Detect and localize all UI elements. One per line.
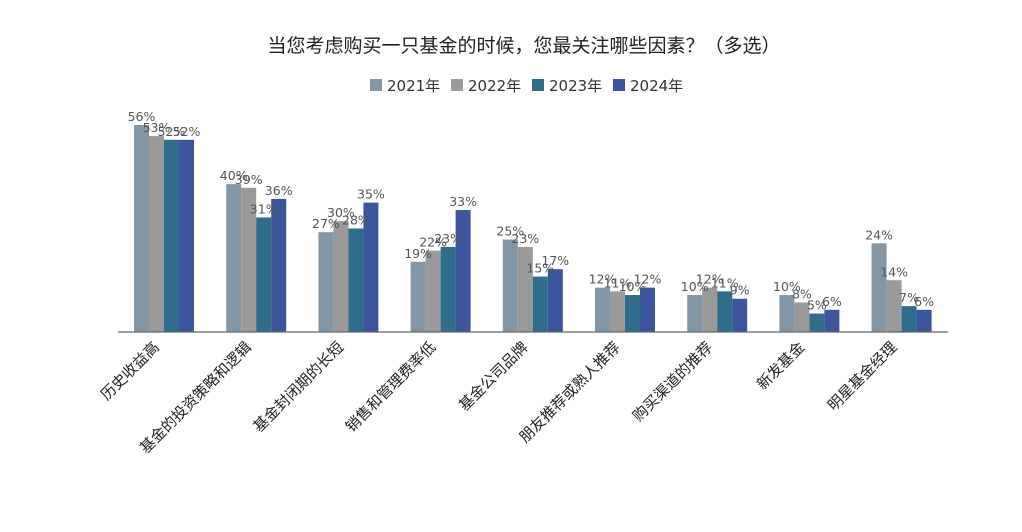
legend-swatch-4 [613, 79, 625, 91]
bar-4-3 [440, 246, 456, 332]
bar-8-4 [824, 309, 840, 332]
category-label-5: 基金公司品牌 [455, 338, 531, 414]
bar-3-4 [363, 202, 379, 332]
value-label-7-2: 12% [696, 272, 724, 287]
bar-5-3 [532, 276, 548, 332]
bar-6-3 [625, 295, 640, 332]
value-label-1-3: 52% [158, 124, 186, 139]
bar-2-4 [271, 198, 287, 332]
value-label-2-2: 39% [235, 172, 263, 187]
value-label-3-4: 35% [357, 187, 385, 202]
bar-5-1 [502, 239, 518, 332]
bar-5-2 [517, 246, 533, 332]
legend-label-3: 2023年 [549, 77, 602, 95]
value-label-9-3: 7% [899, 290, 919, 305]
bar-3-1 [318, 232, 334, 332]
value-label-5-1: 25% [496, 224, 524, 239]
legend-label-4: 2024年 [630, 77, 683, 95]
value-label-5-4: 17% [541, 253, 569, 268]
bar-1-1 [134, 125, 149, 332]
bar-4-2 [425, 250, 441, 332]
value-label-8-2: 8% [792, 286, 812, 301]
value-label-4-2: 22% [419, 235, 447, 250]
value-label-2-3: 31% [250, 201, 278, 216]
value-label-1-4: 52% [173, 124, 201, 139]
value-label-6-2: 11% [604, 275, 632, 290]
value-label-9-1: 24% [865, 227, 893, 242]
value-label-4-1: 19% [404, 246, 432, 261]
value-label-1-1: 56% [128, 109, 156, 124]
bar-1-4 [179, 139, 194, 332]
bar-2-1 [226, 184, 242, 332]
value-label-6-3: 10% [619, 279, 647, 294]
value-label-8-4: 6% [822, 294, 842, 309]
value-label-6-4: 12% [634, 272, 662, 287]
value-label-7-1: 10% [681, 279, 709, 294]
bar-6-1 [595, 287, 610, 332]
value-label-2-1: 40% [220, 168, 248, 183]
bar-1-2 [149, 136, 164, 332]
value-label-6-1: 12% [589, 272, 617, 287]
value-label-2-4: 36% [265, 183, 293, 198]
bar-8-1 [779, 295, 795, 332]
value-label-3-3: 28% [342, 213, 370, 228]
category-label-9: 明星基金经理 [824, 338, 900, 414]
value-labels-group: 56%53%52%52%40%39%31%36%27%30%28%35%19%2… [128, 109, 935, 313]
legend-swatch-1 [370, 79, 382, 91]
bars-group [134, 125, 932, 332]
bar-3-3 [348, 228, 364, 332]
value-label-1-2: 53% [143, 120, 171, 135]
bar-8-3 [809, 313, 825, 332]
category-label-8: 新发基金 [753, 338, 808, 393]
legend-swatch-3 [532, 79, 544, 91]
bar-1-3 [164, 139, 179, 332]
legend-swatch-2 [451, 79, 463, 91]
legend: 2021年 2022年 2023年 2024年 [370, 77, 683, 95]
value-label-7-4: 9% [730, 283, 750, 298]
bar-7-3 [717, 291, 733, 332]
value-label-5-2: 23% [511, 231, 539, 246]
bar-3-2 [333, 221, 349, 332]
value-label-9-4: 6% [914, 294, 934, 309]
chart-title: 当您考虑购买一只基金的时候，您最关注哪些因素？（多选） [267, 35, 780, 57]
category-label-4: 销售和管理费率低 [342, 338, 440, 436]
value-label-9-2: 14% [880, 264, 908, 279]
bar-7-1 [687, 295, 703, 332]
category-label-7: 购买渠道的推荐 [629, 338, 716, 425]
value-label-5-3: 15% [526, 261, 554, 276]
value-label-4-3: 23% [434, 231, 462, 246]
legend-label-1: 2021年 [387, 77, 440, 95]
category-label-1: 历史收益高 [97, 338, 163, 404]
bar-4-1 [410, 261, 426, 332]
bar-9-4 [916, 309, 932, 332]
bar-4-4 [455, 210, 471, 332]
bar-7-2 [702, 287, 718, 332]
legend-label-2: 2022年 [468, 77, 521, 95]
value-label-3-2: 30% [327, 205, 355, 220]
bar-9-2 [886, 280, 902, 332]
bar-9-3 [901, 306, 917, 332]
bar-6-4 [640, 287, 655, 332]
bar-6-2 [610, 291, 625, 332]
bar-2-2 [241, 187, 257, 332]
value-label-4-4: 33% [449, 194, 477, 209]
category-label-3: 基金封闭期的长短 [250, 338, 348, 436]
value-label-7-3: 11% [711, 275, 739, 290]
value-label-3-1: 27% [312, 216, 340, 231]
bar-7-4 [732, 298, 748, 332]
category-label-6: 朋友推荐或熟人推荐 [516, 338, 624, 446]
bar-5-4 [547, 269, 563, 332]
bar-2-3 [256, 217, 272, 332]
bar-9-1 [871, 243, 887, 332]
value-label-8-1: 10% [773, 279, 801, 294]
bar-8-2 [794, 302, 810, 332]
value-label-8-3: 5% [807, 298, 827, 313]
